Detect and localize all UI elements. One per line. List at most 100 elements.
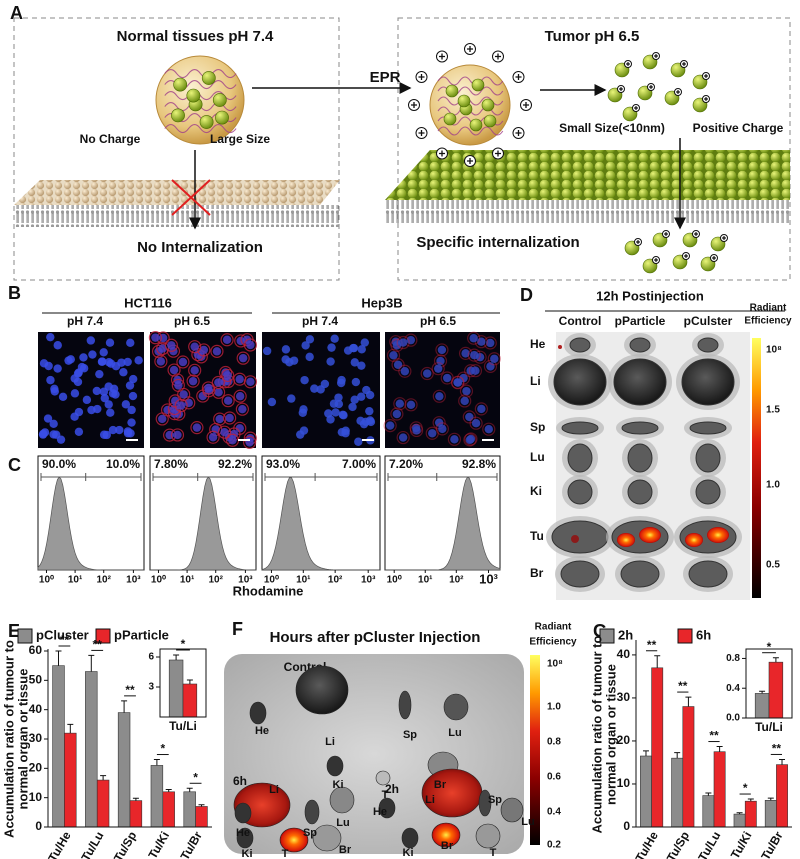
nucleus [109, 384, 119, 394]
charge-sign [682, 62, 686, 66]
membrane-signal [170, 428, 185, 442]
nucleus [477, 337, 486, 346]
axis-title: Rhodamine [233, 583, 304, 598]
nucleus [354, 437, 363, 446]
nucleus [123, 357, 132, 367]
membrane-signal [201, 381, 215, 395]
nucleus [127, 405, 136, 415]
nucleus [170, 396, 180, 406]
nucleus [105, 338, 115, 347]
nucleus [212, 347, 222, 356]
significance: * [767, 640, 772, 654]
legend-swatch [599, 628, 615, 644]
membrane-signal [243, 338, 258, 352]
colorbar [752, 338, 761, 598]
organ [234, 802, 252, 824]
nucleus [461, 349, 470, 358]
membrane-signal [435, 343, 449, 357]
membrane-signal [393, 397, 407, 411]
nucleus [128, 391, 138, 401]
signal [571, 535, 579, 543]
polymer-chain [437, 126, 504, 136]
x-tick-label: Tu/Sp [111, 829, 139, 859]
epr-label: EPR [370, 69, 401, 86]
membrane-signal [463, 433, 477, 447]
organ-label: He [236, 827, 250, 839]
nucleus [128, 374, 138, 384]
cell-line: Hep3B [361, 295, 402, 310]
bar [117, 712, 131, 828]
bar [183, 791, 196, 828]
y-tick-label: 30 [617, 690, 631, 704]
nucleus [262, 346, 272, 356]
charge-sign [494, 53, 502, 60]
membrane-signal [458, 394, 472, 408]
organ-label: Lu [530, 450, 545, 464]
colorbar-title: Radiant [750, 303, 787, 314]
organ [326, 755, 344, 777]
charge-sign [694, 232, 698, 236]
organ [378, 797, 396, 819]
nucleus [398, 433, 408, 442]
legend-swatch [17, 628, 33, 644]
gate [40, 473, 142, 481]
nucleus [389, 351, 398, 360]
bar [640, 755, 652, 828]
x-tick-label: Tu/Br [758, 829, 786, 859]
nucleus [238, 353, 248, 363]
nucleus [74, 407, 84, 417]
organ [695, 479, 721, 505]
gate-percent: 93.0% [266, 457, 300, 471]
organ-label: T [382, 789, 389, 801]
group-label: 2h [385, 782, 399, 796]
error-bar [685, 696, 692, 707]
nucleus [99, 348, 108, 357]
organ-label: Ki [242, 848, 253, 859]
polymer-chain [437, 76, 504, 86]
x-tick-label: 10¹ [296, 575, 311, 586]
membrane-signal [154, 354, 168, 368]
panel-label: B [8, 283, 21, 303]
membrane-signal [243, 375, 258, 389]
nucleus [123, 429, 133, 438]
bar [85, 671, 98, 828]
nucleus [223, 371, 232, 380]
polymer-chain [164, 69, 237, 79]
histogram [385, 476, 501, 571]
nucleus [119, 368, 128, 377]
bar [713, 751, 726, 828]
panel-label: A [10, 3, 23, 23]
organ-label: Br [530, 566, 544, 580]
charge-sign [466, 45, 474, 53]
nucleus [406, 400, 416, 410]
nucleus [471, 366, 480, 375]
group-label: 6h [233, 774, 247, 788]
colorbar-tick: 0.6 [547, 772, 561, 783]
group-label: pParticle [615, 314, 666, 328]
nucleus [334, 393, 343, 402]
membrane-signal [155, 412, 169, 426]
nucleus [174, 381, 183, 390]
axis-title: normal organ or tissue [603, 664, 618, 805]
organ [567, 479, 593, 505]
colorbar-tick: 0.8 [547, 737, 561, 748]
organ [621, 421, 659, 435]
organ-label: Lu [448, 727, 461, 739]
error-bar [736, 812, 743, 815]
membrane-signal [176, 355, 190, 369]
gate [264, 473, 378, 481]
condition: pH 7.4 [302, 314, 338, 328]
membrane-signal [469, 416, 483, 430]
signal [639, 527, 661, 543]
nucleus [53, 364, 62, 373]
x-tick-label: 10² [208, 575, 223, 586]
charge-sign [418, 73, 425, 81]
x-tick-label: 10² [328, 575, 343, 586]
organ [561, 421, 599, 435]
bar [195, 806, 208, 828]
nucleus [385, 421, 395, 430]
organ-label: Li [425, 794, 435, 806]
nucleus [486, 338, 495, 348]
nucleus [298, 408, 307, 417]
membrane-top [14, 180, 340, 205]
